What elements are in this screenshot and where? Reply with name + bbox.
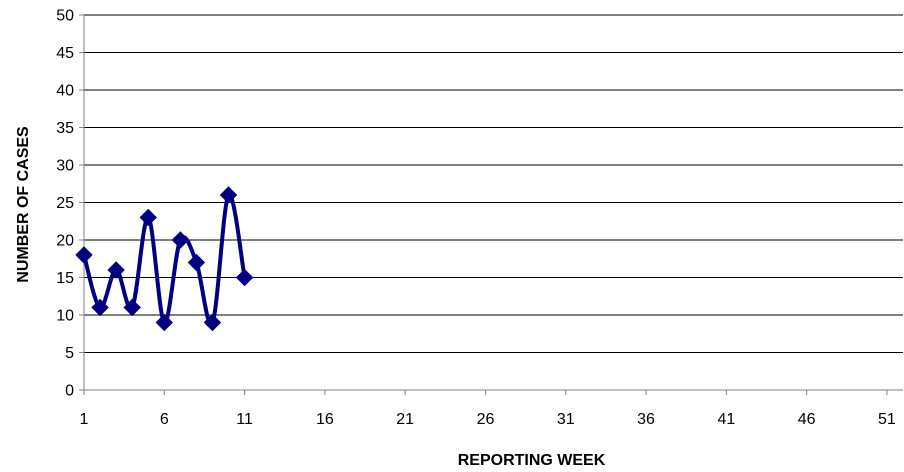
data-point-marker — [107, 261, 125, 279]
y-tick-label: 15 — [56, 270, 74, 287]
x-tick-label: 16 — [316, 411, 334, 428]
x-tick-label: 36 — [637, 411, 655, 428]
data-point-marker — [235, 268, 254, 287]
y-tick-label: 5 — [65, 345, 74, 362]
x-tick-label: 11 — [236, 411, 253, 428]
y-tick-label: 0 — [65, 383, 74, 400]
data-point-marker — [75, 246, 93, 264]
x-tick-label: 46 — [798, 411, 816, 428]
y-axis-title: NUMBER OF CASES — [15, 126, 32, 283]
data-point-marker — [139, 208, 157, 227]
x-tick-label: 26 — [477, 411, 495, 428]
x-tick-label: 1 — [80, 411, 89, 428]
series-layer — [75, 186, 254, 332]
data-point-marker — [123, 298, 141, 317]
y-tick-label: 25 — [56, 195, 74, 212]
y-tick-label: 50 — [56, 8, 74, 25]
y-tick-label: 20 — [56, 233, 74, 250]
y-tick-label: 30 — [56, 158, 74, 175]
data-point-marker — [203, 313, 222, 332]
x-tick-label: 6 — [160, 411, 169, 428]
data-point-marker — [187, 253, 206, 272]
gridlines — [84, 14, 903, 353]
y-tick-label: 35 — [56, 120, 74, 137]
y-tick-label: 10 — [56, 308, 74, 325]
x-tick-label: 51 — [878, 411, 896, 428]
data-point-marker — [219, 186, 238, 204]
x-tick-label: 21 — [396, 411, 414, 428]
x-tick-label: 41 — [717, 411, 735, 428]
series-line — [82, 192, 247, 326]
x-tick-label: 31 — [557, 411, 575, 428]
data-point-marker — [171, 231, 190, 249]
y-axis-ticks: 0 5 10 15 20 25 30 35 40 45 50 — [56, 8, 84, 400]
y-tick-label: 40 — [56, 83, 74, 100]
y-tick-label: 45 — [56, 45, 74, 62]
x-axis-title: REPORTING WEEK — [458, 452, 606, 469]
data-point-marker — [155, 313, 174, 332]
x-axis-ticks: 1 6 11 16 21 26 31 36 41 46 51 — [80, 390, 896, 428]
data-point-marker — [91, 298, 109, 317]
